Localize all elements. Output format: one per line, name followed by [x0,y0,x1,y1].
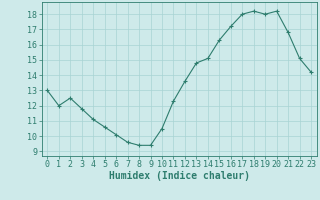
X-axis label: Humidex (Indice chaleur): Humidex (Indice chaleur) [109,171,250,181]
